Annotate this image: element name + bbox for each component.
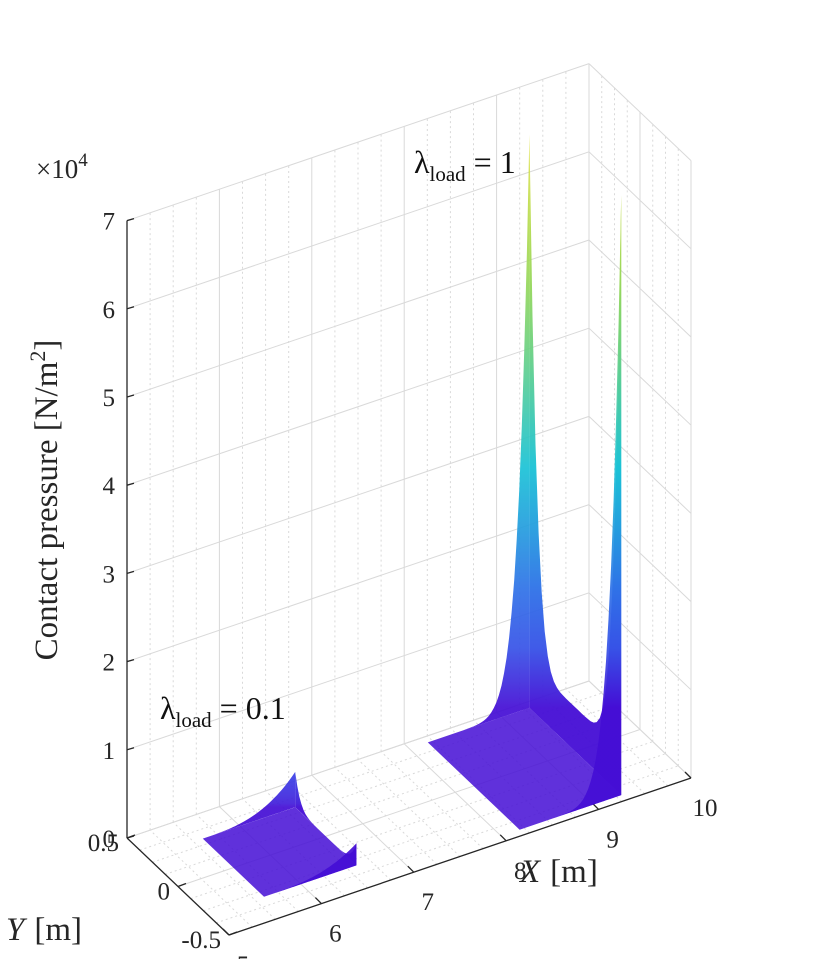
y-tick [126, 834, 136, 839]
surface-cross-section [529, 134, 622, 796]
z-axis-label: Contact pressure [N/m2] [25, 340, 65, 661]
x-tick [684, 771, 692, 779]
z-tick-label: 7 [103, 209, 116, 236]
x-tick-label: 5 [237, 952, 250, 959]
z-tick-label: 5 [103, 385, 116, 412]
x-tick-label: 10 [693, 795, 718, 822]
tick-labels: 012345675678910-0.500.5 [88, 209, 718, 959]
y-tick [228, 931, 238, 936]
z-tick-label: 4 [103, 473, 116, 500]
grid-line [588, 592, 692, 691]
x-tick-label: 9 [606, 826, 619, 853]
z-tick [126, 658, 135, 663]
surface-base [427, 707, 622, 830]
grid-line [588, 63, 692, 161]
grid-lines [126, 63, 692, 936]
grid-line [126, 151, 590, 310]
annotation-load-1: λload = 1 [414, 144, 516, 186]
x-tick [222, 928, 230, 936]
z-tick-label: 1 [103, 738, 116, 765]
surface-cross-section [295, 771, 357, 866]
surface-edge-near [427, 134, 530, 743]
grid-line [126, 327, 590, 486]
pressure-surfaces [202, 134, 622, 897]
surface-edge-near [202, 771, 296, 839]
x-tick-label: 6 [329, 921, 342, 948]
z-tick-label: 3 [103, 561, 116, 588]
grid-line [126, 239, 590, 398]
y-tick-label: -0.5 [181, 927, 221, 954]
y-tick [177, 882, 187, 888]
grid-line [126, 63, 590, 222]
z-tick [126, 482, 135, 486]
z-tick-label: 6 [103, 297, 116, 324]
z-tick [126, 570, 135, 575]
surface-load-1 [427, 134, 622, 830]
y-tick-label: 0 [158, 879, 171, 906]
x-tick-label: 7 [422, 889, 435, 916]
grid-line [126, 415, 590, 574]
x-tick [499, 834, 507, 842]
z-tick [126, 306, 135, 310]
z-tick [126, 747, 135, 751]
x-tick-label: 8 [514, 858, 527, 885]
y-axis-label: Y [m] [6, 912, 82, 948]
z-tick [126, 394, 135, 398]
grid-line [588, 504, 692, 602]
grid-line [588, 151, 692, 250]
surface-load-0-1 [202, 771, 357, 897]
grid-line [588, 416, 692, 514]
x-axis-label: X [m] [518, 854, 598, 890]
axes [126, 217, 692, 936]
z-tick [126, 217, 135, 222]
annotation-load-0-1: λload = 0.1 [160, 690, 286, 732]
x-tick [314, 897, 322, 905]
x-tick [407, 865, 415, 873]
surface-edge-far [264, 843, 357, 897]
grid-line [588, 239, 692, 338]
z-tick-label: 0 [103, 826, 116, 853]
grid-line [126, 504, 590, 663]
x-axis-line [228, 777, 692, 936]
z-exponent-label: ×104 [36, 150, 88, 184]
z-tick-label: 2 [103, 650, 116, 677]
y-tick-label: 0.5 [88, 830, 119, 857]
grid-line [588, 327, 692, 426]
